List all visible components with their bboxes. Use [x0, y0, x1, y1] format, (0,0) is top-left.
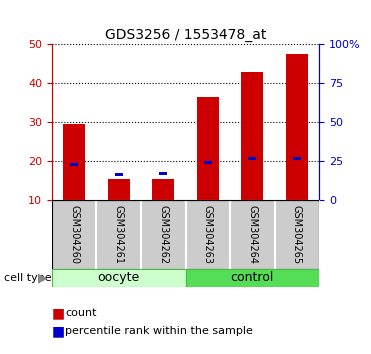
- Text: GSM304263: GSM304263: [203, 205, 213, 264]
- Bar: [286, 54, 308, 200]
- Text: GSM304265: GSM304265: [292, 205, 302, 264]
- Text: oocyte: oocyte: [98, 272, 140, 284]
- Bar: [159, 172, 167, 175]
- Text: GSM304261: GSM304261: [114, 205, 124, 264]
- Bar: [108, 178, 130, 200]
- Bar: [152, 178, 174, 200]
- Bar: [63, 124, 85, 200]
- Bar: [197, 97, 219, 200]
- Text: count: count: [65, 308, 96, 318]
- Bar: [52, 269, 186, 287]
- Bar: [241, 72, 263, 200]
- Bar: [70, 162, 78, 166]
- Text: ▶: ▶: [38, 272, 47, 284]
- Bar: [186, 269, 319, 287]
- Text: control: control: [231, 272, 274, 284]
- Text: GSM304264: GSM304264: [247, 205, 257, 264]
- Text: percentile rank within the sample: percentile rank within the sample: [65, 326, 253, 336]
- Bar: [115, 173, 123, 176]
- Text: GSM304262: GSM304262: [158, 205, 168, 264]
- Text: GSM304260: GSM304260: [69, 205, 79, 264]
- Text: ■: ■: [52, 306, 65, 320]
- Bar: [248, 157, 256, 160]
- Text: cell type: cell type: [4, 273, 51, 283]
- Text: ■: ■: [52, 324, 65, 338]
- Title: GDS3256 / 1553478_at: GDS3256 / 1553478_at: [105, 28, 266, 42]
- Bar: [293, 157, 301, 160]
- Bar: [204, 161, 212, 164]
